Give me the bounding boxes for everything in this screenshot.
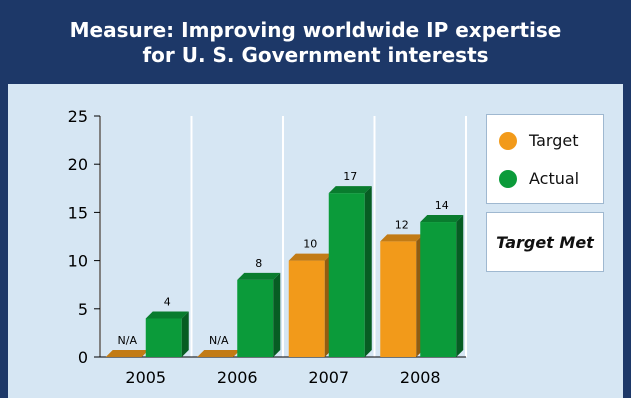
target-data-label: N/A	[209, 334, 229, 347]
y-tick-label: 25	[68, 107, 88, 126]
y-tick-label: 5	[78, 300, 88, 319]
status-box: Target Met	[486, 212, 604, 272]
y-tick-label: 15	[68, 203, 88, 222]
actual-bar-side	[456, 215, 463, 357]
actual-data-label: 14	[435, 199, 449, 212]
actual-bar-side	[182, 311, 189, 357]
actual-bar-top	[146, 311, 189, 318]
y-tick-label: 0	[78, 348, 88, 367]
target-data-label: N/A	[118, 334, 138, 347]
actual-swatch-icon	[499, 170, 517, 188]
target-bar-top	[106, 350, 149, 357]
target-data-label: 12	[395, 218, 409, 231]
actual-bar	[146, 318, 182, 357]
actual-bar-top	[237, 273, 280, 280]
y-tick-label: 10	[68, 252, 88, 271]
actual-bar-side	[365, 186, 372, 357]
legend-item-target: Target	[499, 131, 579, 150]
x-tick-label: 2006	[217, 368, 258, 387]
legend: Target Actual	[486, 114, 604, 204]
target-data-label: 10	[303, 238, 317, 251]
actual-bar	[329, 193, 365, 357]
legend-item-actual: Actual	[499, 169, 579, 188]
actual-data-label: 17	[343, 170, 357, 183]
status-label: Target Met	[496, 233, 594, 252]
x-tick-label: 2005	[125, 368, 166, 387]
legend-label-actual: Actual	[529, 169, 579, 188]
target-bar-top	[380, 234, 423, 241]
actual-bar-top	[420, 215, 463, 222]
x-tick-label: 2008	[400, 368, 441, 387]
target-bar	[380, 241, 416, 357]
actual-data-label: 8	[255, 257, 262, 270]
target-bar-top	[197, 350, 240, 357]
actual-data-label: 4	[164, 295, 171, 308]
x-tick-label: 2007	[308, 368, 349, 387]
actual-bar	[420, 222, 456, 357]
y-tick-label: 20	[68, 155, 88, 174]
target-bar-top	[289, 254, 332, 261]
actual-bar-top	[329, 186, 372, 193]
actual-bar	[237, 280, 273, 357]
actual-bar-side	[273, 273, 280, 357]
target-swatch-icon	[499, 132, 517, 150]
target-bar	[289, 261, 325, 357]
legend-label-target: Target	[529, 131, 579, 150]
